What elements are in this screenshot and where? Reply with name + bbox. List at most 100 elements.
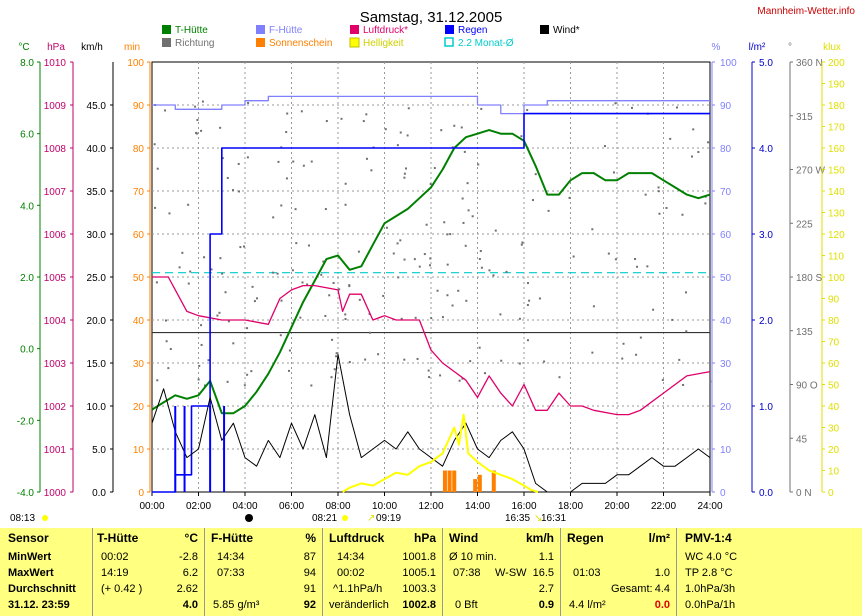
regen-month-total: 4.4 l/m²: [569, 599, 606, 611]
direction-dot: [239, 246, 242, 249]
direction-dot: [612, 171, 615, 174]
direction-dot: [446, 263, 449, 266]
direction-dot: [614, 102, 617, 105]
direction-dot: [279, 334, 282, 337]
sun-event-2-icon: ↗: [367, 513, 375, 524]
direction-dot: [520, 243, 523, 246]
axis-tick-label-light_klux: 80: [828, 316, 840, 327]
direction-dot: [310, 384, 313, 387]
direction-dot: [197, 378, 200, 381]
legend-label: Helligkeit: [363, 38, 404, 49]
axis-tick-label-rain_lm2: 3.0: [759, 230, 773, 241]
fhuette-max-time: 07:33: [217, 567, 245, 579]
axis-tick-label-sunshine_min: 50: [133, 273, 145, 284]
legend-swatch: [445, 25, 454, 34]
direction-dot: [526, 282, 529, 285]
direction-dot: [168, 212, 171, 215]
direction-dot: [403, 258, 406, 261]
direction-dot: [156, 167, 159, 170]
direction-dot: [250, 370, 253, 373]
axis-tick-label-sunshine_min: 70: [133, 187, 145, 198]
direction-dot: [534, 173, 537, 176]
direction-dot: [207, 359, 210, 362]
axis-tick-label-light_klux: 130: [828, 209, 845, 220]
direction-dot: [428, 376, 431, 379]
direction-dot: [478, 346, 481, 349]
legend-label: Richtung: [175, 38, 214, 49]
direction-dot: [165, 319, 168, 322]
axis-tick-label-pressure_hpa: 1001: [44, 445, 67, 456]
legend-swatch: [444, 37, 454, 47]
direction-dot: [478, 258, 481, 261]
direction-dot: [440, 129, 443, 132]
direction-dot: [520, 135, 523, 138]
direction-dot: [164, 109, 167, 112]
stats-fhuette-unit: %: [305, 531, 316, 545]
axis-tick-label-light_klux: 170: [828, 123, 845, 134]
legend-swatch: [256, 38, 265, 47]
direction-dot: [657, 190, 660, 193]
direction-dot: [665, 206, 668, 209]
direction-dot: [413, 258, 416, 261]
direction-dot: [657, 186, 660, 189]
direction-dot: [272, 271, 275, 274]
direction-dot: [344, 182, 347, 185]
direction-dot: [218, 311, 221, 314]
legend-label: F-Hütte: [269, 25, 303, 36]
stats-fhuette-col: F-Hütte% 14:34 87 07:33 94 91 5.85 g/m³ 92: [204, 528, 322, 616]
direction-dot: [691, 155, 694, 158]
axis-tick-label-light_klux: 90: [828, 295, 840, 306]
axis-tick-label-sunshine_min: 80: [133, 144, 145, 155]
direction-dot: [676, 106, 679, 109]
axis-tick-label-pressure_hpa: 1004: [44, 316, 67, 327]
direction-dot: [518, 317, 521, 320]
axis-tick-label-humidity_pct: 30: [720, 359, 732, 370]
direction-dot: [285, 177, 288, 180]
stats-luftdruck-col: Luftdruck hPa 14:34 1001.8 00:02 1005.1 ^1.…: [322, 528, 442, 616]
legend-label: Sonnenschein: [269, 38, 332, 49]
humidity-line: [152, 95, 710, 115]
direction-dot: [195, 131, 198, 134]
direction-dot: [194, 105, 197, 108]
unit-deg: °: [788, 42, 792, 53]
wind-max-direction: W-SW: [495, 567, 527, 579]
axis-tick-label-temperature_c: -4.0: [17, 488, 35, 499]
direction-dot: [463, 150, 466, 153]
direction-dot: [219, 257, 222, 260]
direction-dot: [429, 183, 432, 186]
direction-dot: [226, 380, 229, 383]
plot-area: [151, 95, 712, 493]
direction-dot: [480, 107, 483, 110]
direction-dot: [292, 160, 295, 163]
direction-dot: [531, 199, 534, 202]
legend-swatch: [162, 25, 171, 34]
sunshine-bar: [491, 470, 496, 492]
sunset-icon: ↘: [534, 513, 542, 524]
sun-event-3: 16:31: [541, 513, 566, 524]
sunshine-bar: [473, 479, 478, 492]
direction-dot: [286, 112, 289, 115]
fhuette-min-value: 87: [303, 551, 316, 563]
direction-dot: [621, 357, 624, 360]
direction-dot: [568, 196, 571, 199]
direction-dot: [707, 141, 710, 144]
direction-dot: [307, 244, 310, 247]
axis-tick-label-direction_deg: 45: [796, 434, 808, 445]
legend-swatch: [540, 25, 549, 34]
direction-dot: [216, 314, 219, 317]
axis-tick-label-wind_kmh: 5.0: [92, 445, 106, 456]
thuette-min-time: 00:02: [101, 551, 129, 563]
direction-dot: [499, 313, 502, 316]
direction-dot: [681, 213, 684, 216]
axis-tick-label-pressure_hpa: 1002: [44, 402, 67, 413]
stats-wind-col: Wind km/h Ø 10 min. 1.1 07:38 W-SW 16.5 2.7 …: [442, 528, 560, 616]
axis-tick-label-pressure_hpa: 1000: [44, 488, 67, 499]
regen-max-value: 1.0: [654, 567, 670, 579]
unit-lm2: l/m²: [749, 42, 766, 53]
axis-tick-label-direction_deg: 315: [796, 112, 813, 123]
direction-dot: [156, 379, 159, 382]
direction-dot: [518, 362, 521, 365]
fhuette-current-value: 92: [303, 599, 316, 611]
chart-title: Samstag, 31.12.2005: [360, 9, 503, 26]
legend-label: Luftdruck*: [363, 25, 408, 36]
